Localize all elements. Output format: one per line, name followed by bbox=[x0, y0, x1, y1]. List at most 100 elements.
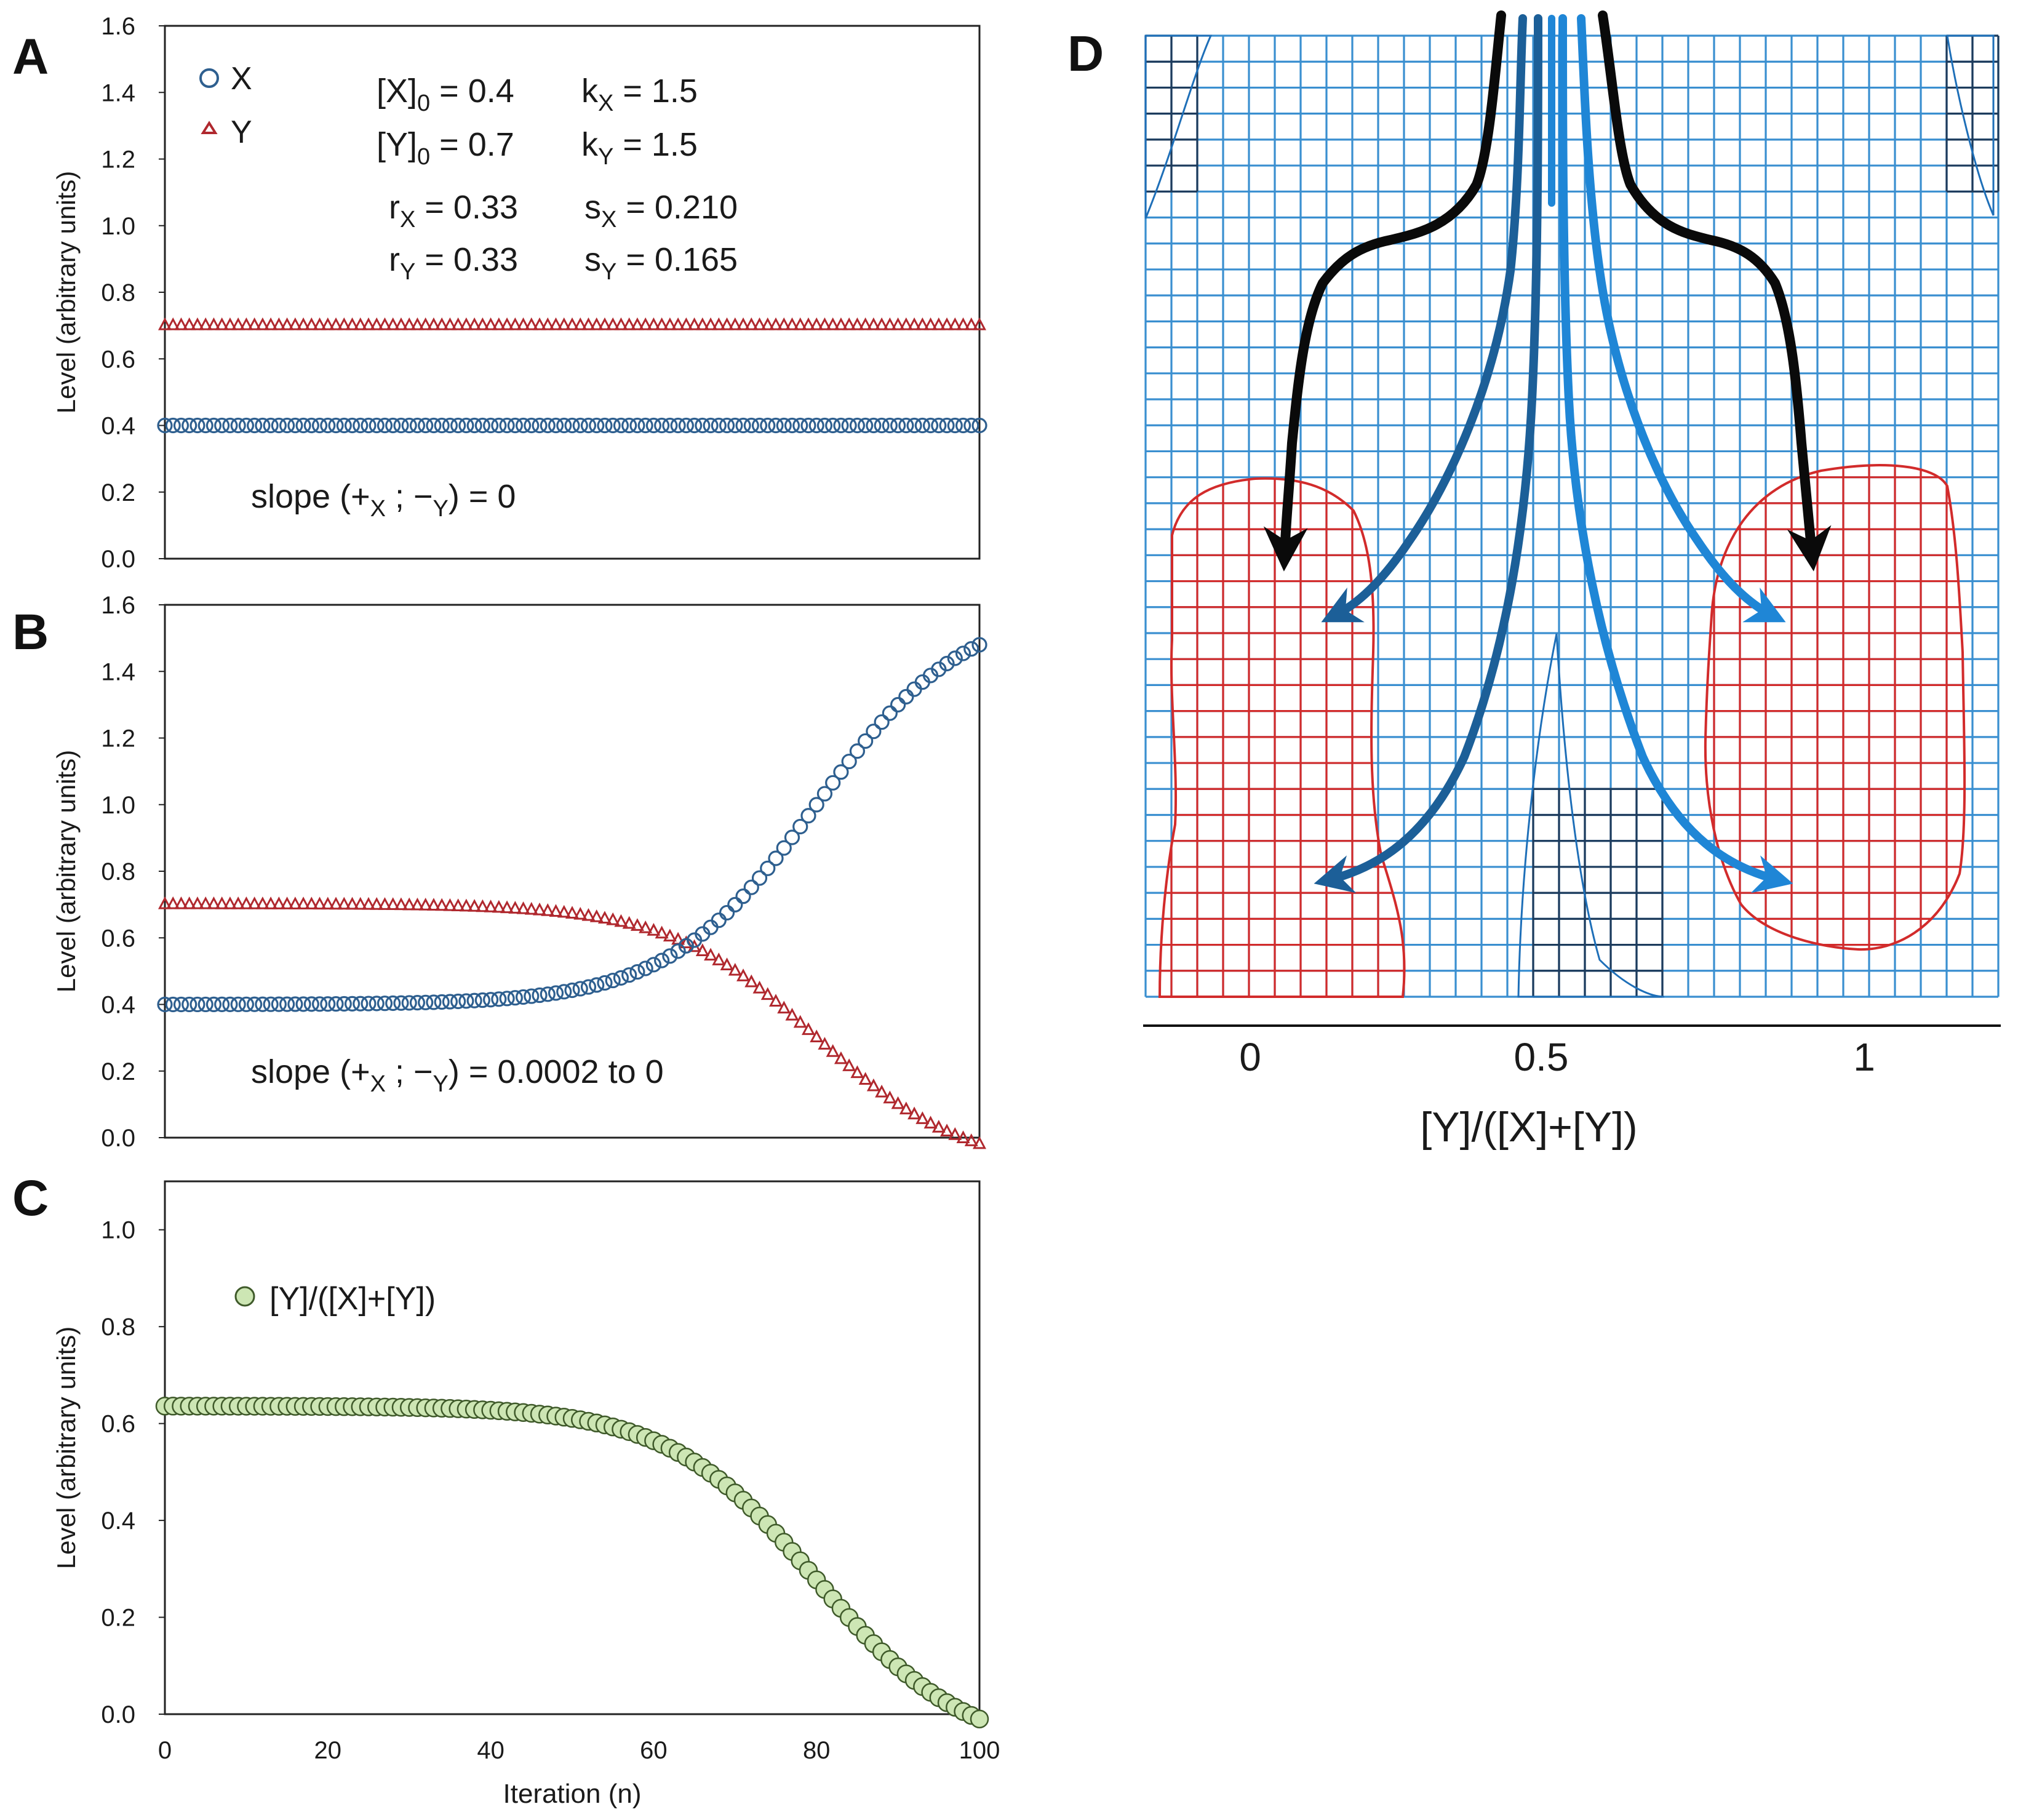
data-point-y bbox=[687, 317, 701, 330]
data-point-x bbox=[426, 994, 442, 1010]
data-point-y bbox=[402, 317, 417, 330]
data-point-y bbox=[785, 317, 799, 330]
y-tick-label: 0.4 bbox=[101, 992, 135, 1019]
data-point-y bbox=[818, 317, 832, 330]
data-point-x bbox=[833, 417, 849, 434]
data-point-x bbox=[466, 417, 482, 434]
data-point-x bbox=[214, 417, 230, 434]
data-point-y bbox=[752, 980, 767, 994]
data-point-x bbox=[589, 977, 605, 993]
data-point-x bbox=[524, 417, 540, 434]
landscape-grid bbox=[1144, 34, 2000, 998]
data-point-y bbox=[451, 898, 465, 911]
data-point-y bbox=[557, 904, 571, 918]
data-point-y bbox=[777, 317, 791, 330]
panel-a-parameters: [X]0 = 0.4 kX = 1.5 [Y]0 = 0.7 kY = 1.5 … bbox=[377, 73, 738, 285]
y-tick-label: 1.0 bbox=[101, 213, 135, 240]
y-tick-label: 0.2 bbox=[101, 1605, 135, 1632]
data-point-y bbox=[923, 317, 938, 330]
data-point-x bbox=[629, 417, 645, 434]
data-point-x bbox=[743, 417, 759, 434]
data-point-y bbox=[297, 317, 311, 330]
data-point-x bbox=[776, 840, 792, 856]
data-point-y bbox=[760, 317, 775, 330]
param-y0: [Y]0 = 0.7 bbox=[377, 126, 514, 170]
data-point-y bbox=[272, 317, 286, 330]
panel-letter-b: B bbox=[12, 604, 49, 660]
data-point-x bbox=[849, 417, 866, 434]
y-tick-label: 1.2 bbox=[101, 146, 135, 174]
data-point-y bbox=[231, 896, 245, 909]
data-point-x bbox=[181, 996, 197, 1013]
data-point-x bbox=[442, 994, 458, 1010]
data-point-x bbox=[377, 417, 393, 434]
y-tick-label: 0.4 bbox=[101, 1507, 135, 1535]
data-point-y bbox=[850, 1065, 864, 1079]
data-point-y bbox=[272, 896, 286, 909]
data-point-y bbox=[516, 317, 530, 330]
data-point-x bbox=[971, 417, 987, 434]
data-point-x bbox=[532, 987, 548, 1004]
data-point-x bbox=[695, 417, 711, 434]
data-point-y bbox=[264, 896, 278, 909]
param-kx: kX = 1.5 bbox=[581, 73, 698, 116]
data-point-y bbox=[834, 1051, 848, 1064]
data-point-x bbox=[222, 996, 238, 1012]
data-point-y bbox=[695, 317, 709, 330]
data-point-y bbox=[695, 943, 709, 956]
data-point-x bbox=[931, 417, 947, 434]
data-point-y bbox=[247, 896, 261, 909]
data-point-x bbox=[556, 417, 572, 434]
data-point-x bbox=[947, 417, 963, 434]
data-point-y bbox=[679, 317, 693, 330]
data-point-y bbox=[671, 317, 685, 330]
panel-letter-d: D bbox=[1067, 26, 1104, 82]
data-point-x bbox=[613, 417, 629, 434]
panel-d-x-axis-label: [Y]/([X]+[Y]) bbox=[1420, 1104, 1637, 1151]
data-point-x bbox=[882, 417, 898, 434]
param-ky: kY = 1.5 bbox=[581, 126, 698, 170]
data-point-x bbox=[784, 417, 800, 434]
y-tick-label: 1.0 bbox=[101, 792, 135, 819]
unstable-regions bbox=[1144, 34, 1995, 998]
data-point-y bbox=[826, 1044, 840, 1057]
trajectory-black-right bbox=[1598, 10, 1832, 572]
data-point-x bbox=[890, 696, 906, 712]
data-point-x bbox=[482, 417, 499, 434]
y-tick-label: 0.0 bbox=[101, 1701, 135, 1728]
data-point-y bbox=[883, 317, 897, 330]
data-point-x bbox=[776, 417, 792, 434]
data-point-x bbox=[597, 417, 613, 434]
data-point-y bbox=[321, 317, 335, 330]
data-point-x bbox=[401, 995, 417, 1011]
data-point-y bbox=[793, 317, 807, 330]
data-point-x bbox=[491, 991, 507, 1007]
data-point-y bbox=[956, 1130, 970, 1143]
data-point-y bbox=[769, 994, 783, 1007]
panel-a: A 0.0 0.2 0.4 0.6 0.8 1.0 1.2 1.4 1.6 Level (arb… bbox=[12, 13, 987, 573]
data-point-y bbox=[923, 1116, 938, 1129]
data-point-y bbox=[760, 987, 775, 1000]
legend-x-label: X bbox=[231, 61, 252, 97]
attractor-right-outline bbox=[1704, 464, 1966, 951]
data-point-y bbox=[614, 914, 628, 927]
data-point-y bbox=[516, 901, 530, 914]
x-tick-label: 60 bbox=[640, 1737, 668, 1764]
data-point-y bbox=[875, 317, 889, 330]
data-point-x bbox=[808, 417, 824, 434]
data-point-y bbox=[622, 916, 636, 929]
panel-c-legend: [Y]/([X]+[Y]) bbox=[234, 1281, 436, 1317]
data-point-x bbox=[165, 996, 181, 1013]
data-point-x bbox=[205, 996, 222, 1013]
data-point-x bbox=[287, 996, 303, 1012]
data-point-x bbox=[279, 996, 295, 1012]
data-point-y bbox=[810, 1029, 824, 1043]
data-point-y bbox=[329, 896, 343, 910]
y-tick-label: 0.2 bbox=[101, 1058, 135, 1085]
legend-y-label: Y bbox=[231, 114, 252, 150]
data-point-x bbox=[939, 655, 955, 672]
data-point-y bbox=[549, 317, 563, 330]
data-point-y bbox=[541, 903, 555, 916]
data-point-x bbox=[939, 417, 955, 434]
data-point-x bbox=[393, 417, 409, 434]
